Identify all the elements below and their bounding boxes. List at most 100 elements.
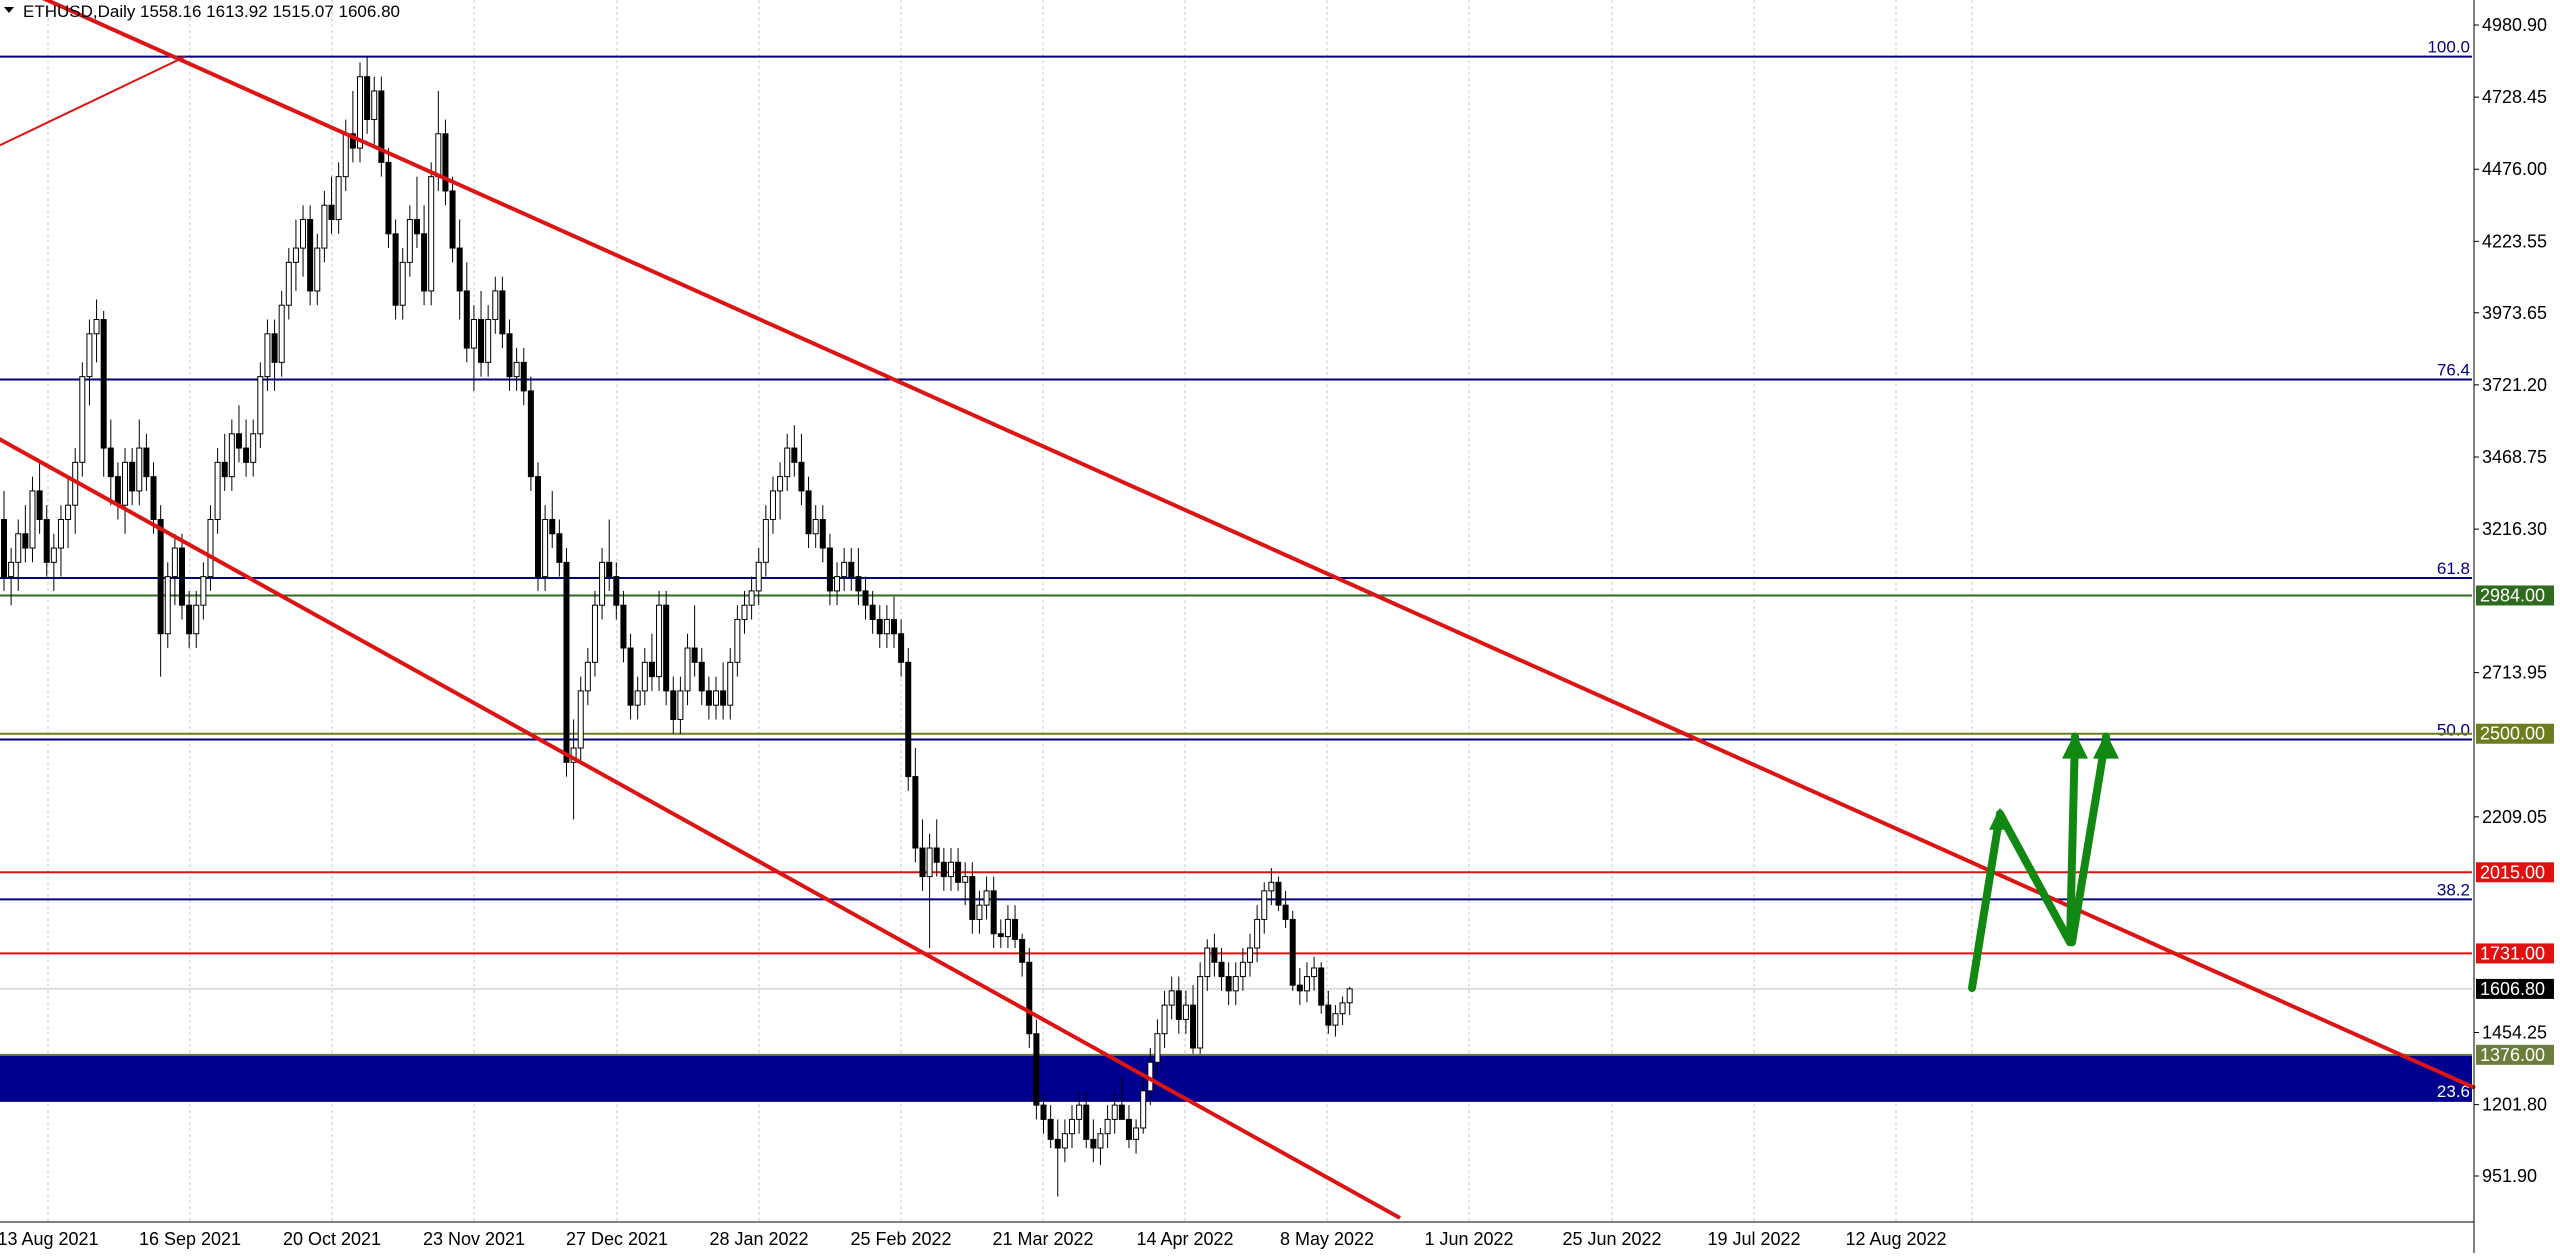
candle xyxy=(591,590,598,677)
candle-body xyxy=(435,133,442,178)
candle-body xyxy=(442,133,449,192)
collapse-triangle-icon[interactable] xyxy=(4,7,14,13)
candle xyxy=(627,633,634,720)
candle xyxy=(406,205,413,277)
candle xyxy=(891,596,897,649)
candle xyxy=(762,505,769,577)
candle xyxy=(221,433,228,491)
candle-body xyxy=(513,361,520,378)
candle xyxy=(86,319,93,406)
candle-body xyxy=(826,547,833,592)
candle xyxy=(1332,1005,1339,1037)
candle-body xyxy=(292,247,299,263)
candle-body xyxy=(157,518,164,635)
candle-body xyxy=(1282,904,1289,920)
candle xyxy=(1133,1119,1140,1154)
candle xyxy=(940,848,947,891)
candle-body xyxy=(955,861,962,883)
candle xyxy=(855,548,862,606)
candle-body xyxy=(1111,1104,1118,1120)
candle-body xyxy=(947,861,954,878)
candle xyxy=(663,590,670,706)
price-level-tag xyxy=(2476,862,2554,883)
candle-body xyxy=(1325,1004,1332,1026)
candle-body xyxy=(328,204,335,221)
trend-line-early-trend[interactable] xyxy=(0,55,186,147)
projection-leg-up-3[interactable] xyxy=(2068,732,2110,947)
candle-body xyxy=(542,518,549,578)
date-tick-label: 8 May 2022 xyxy=(1280,1229,1374,1249)
date-tick-label: 23 Nov 2021 xyxy=(423,1229,525,1249)
candle-body xyxy=(1218,961,1225,978)
candle xyxy=(1261,882,1268,934)
candle-body xyxy=(1047,1118,1054,1140)
candle xyxy=(798,433,805,506)
projection-leg-down[interactable] xyxy=(1996,809,2074,947)
candle-body xyxy=(470,319,477,349)
candle xyxy=(1303,962,1310,1003)
projection-leg-up-1[interactable] xyxy=(1968,809,2004,992)
candle xyxy=(1083,1090,1090,1148)
candle xyxy=(734,605,741,677)
candle xyxy=(520,348,527,406)
candle-body xyxy=(855,576,862,592)
candle xyxy=(15,519,22,591)
candle-body xyxy=(1303,976,1310,992)
candle xyxy=(257,362,264,449)
candle xyxy=(36,462,43,534)
candle-body xyxy=(107,447,114,478)
candle-body xyxy=(891,618,897,635)
candle-body xyxy=(535,476,541,578)
candle xyxy=(1232,962,1239,1006)
candle xyxy=(1204,939,1211,991)
candle-body xyxy=(705,690,712,706)
candle-body xyxy=(1033,1033,1040,1106)
candle-body xyxy=(577,690,584,749)
projection-peak-icon xyxy=(1989,807,2011,830)
candle-body xyxy=(520,361,527,392)
candle-body xyxy=(1026,961,1033,1035)
candle-body xyxy=(136,447,143,492)
candle-body xyxy=(862,590,869,606)
candle-body xyxy=(1061,1133,1068,1149)
candle-body xyxy=(413,219,420,235)
candle xyxy=(634,676,641,720)
projection-arrowhead-icon xyxy=(2093,732,2119,759)
candle xyxy=(1033,1019,1040,1120)
price-tick-label: 3721.20 xyxy=(2482,375,2547,395)
candle xyxy=(463,262,470,363)
candle xyxy=(129,448,136,506)
candle xyxy=(300,205,307,277)
candle-body xyxy=(748,590,755,606)
candle-body xyxy=(1332,1013,1339,1026)
candle-body xyxy=(663,604,670,692)
candle-body xyxy=(527,390,534,478)
candle xyxy=(791,425,798,477)
trend-line-lower[interactable] xyxy=(0,437,1401,1220)
candle xyxy=(834,562,841,606)
price-tick-label: 1201.80 xyxy=(2482,1095,2547,1115)
candle xyxy=(962,862,969,906)
date-tick-label: 14 Apr 2022 xyxy=(1136,1229,1233,1249)
fib-level-label: 61.8 xyxy=(2437,559,2470,578)
candle-layer xyxy=(1,56,1353,1197)
candle xyxy=(285,248,292,320)
trend-line-upper[interactable] xyxy=(0,0,2476,1090)
candle xyxy=(1125,1105,1132,1148)
projection-leg-up-2[interactable] xyxy=(2066,732,2079,947)
candle xyxy=(335,162,342,234)
candle-body xyxy=(1197,976,1204,1049)
candle xyxy=(769,476,776,534)
price-level-tag xyxy=(2476,943,2554,964)
price-tick-label: 4223.55 xyxy=(2482,231,2547,251)
candle xyxy=(1311,956,1318,991)
candle-body xyxy=(1346,988,1353,1004)
candle-body xyxy=(1097,1133,1104,1149)
candle-body xyxy=(969,876,976,920)
candle-body xyxy=(100,319,107,449)
candle-body xyxy=(463,290,470,349)
candle xyxy=(1054,1119,1061,1197)
candle-body xyxy=(1190,1004,1197,1049)
